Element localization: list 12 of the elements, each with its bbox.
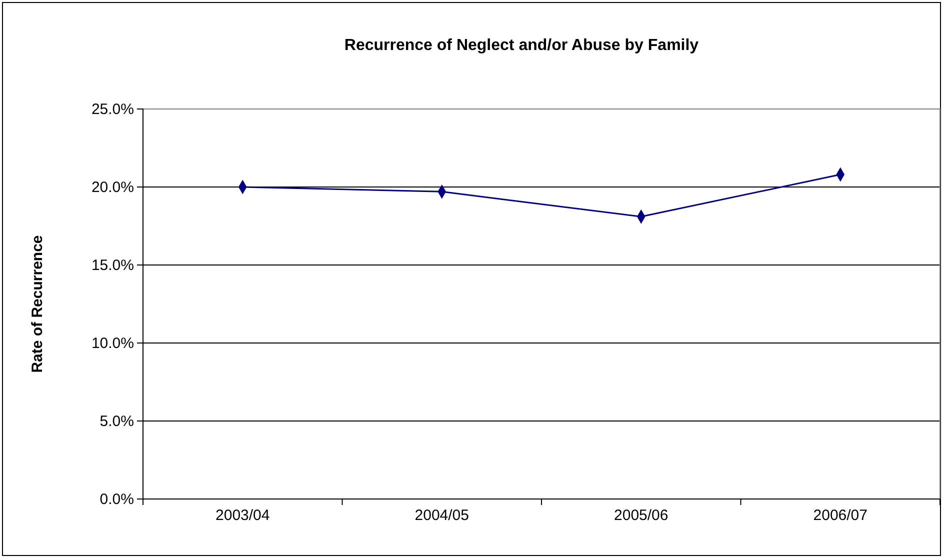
y-tick-label: 5.0% [100, 412, 134, 430]
y-tick-label: 0.0% [100, 490, 134, 508]
y-axis-title: Rate of Recurrence [29, 235, 46, 373]
y-tick-label: 10.0% [91, 334, 134, 352]
x-tick-label: 2006/07 [813, 507, 868, 524]
y-tick-label: 15.0% [91, 256, 134, 274]
y-tick-label: 25.0% [91, 100, 134, 118]
x-tick-label: 2003/04 [216, 507, 270, 524]
x-tick-label: 2004/05 [414, 507, 469, 524]
x-tick-label: 2005/06 [614, 507, 668, 524]
y-tick-label: 20.0% [91, 178, 134, 196]
chart-title: Recurrence of Neglect and/or Abuse by Family [344, 37, 699, 54]
